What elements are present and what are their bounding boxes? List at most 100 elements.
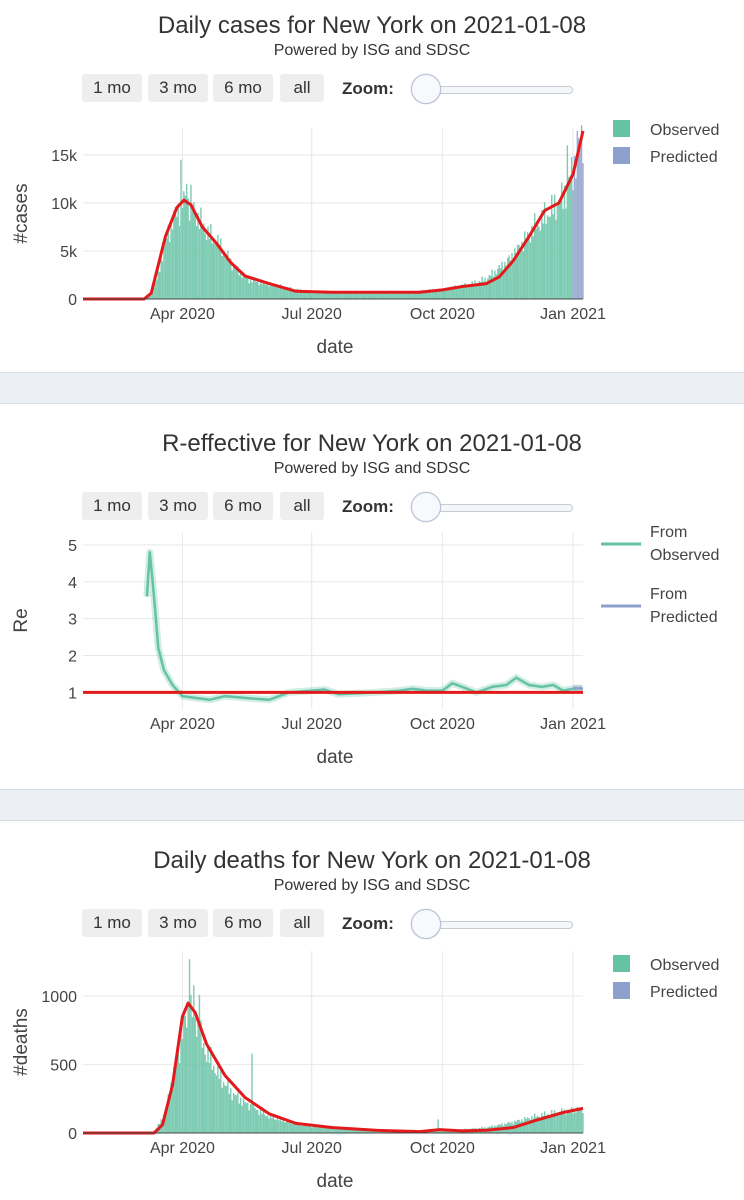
- observed-bar: [560, 1107, 563, 1133]
- observed-bar: [519, 1121, 522, 1133]
- observed-bar: [416, 292, 418, 299]
- observed-bar: [393, 293, 395, 299]
- observed-bar: [318, 1127, 320, 1133]
- observed-bar: [328, 1128, 330, 1133]
- observed-bar: [346, 292, 348, 299]
- chart-title: Daily cases for New York on 2021-01-08: [157, 12, 587, 39]
- observed-bar: [423, 292, 425, 299]
- y-tick-label: 10k: [51, 196, 78, 213]
- observed-bar: [248, 283, 250, 299]
- observed-bar: [569, 175, 571, 299]
- zoom-slider-handle[interactable]: [411, 909, 441, 939]
- zoom-label: Zoom:: [342, 497, 394, 516]
- range-1mo-button[interactable]: 1 mo: [82, 74, 142, 102]
- observed-bar: [444, 1130, 446, 1133]
- observed-bar: [176, 1061, 178, 1133]
- observed-bar: [389, 292, 391, 299]
- observed-bar: [445, 1130, 448, 1133]
- observed-bar: [518, 244, 520, 299]
- observed-bar: [568, 1109, 570, 1133]
- observed-bar: [191, 1016, 194, 1133]
- observed-bar: [445, 288, 448, 299]
- observed-bar: [149, 295, 151, 299]
- observed-bar: [349, 291, 351, 299]
- observed-bar: [414, 291, 417, 299]
- observed-bar: [394, 292, 397, 299]
- zoom-label: Zoom:: [342, 914, 394, 933]
- observed-bar: [322, 1126, 324, 1133]
- observed-bar: [302, 1124, 304, 1133]
- observed-bar: [575, 1112, 577, 1133]
- x-tick-label: Apr 2020: [150, 716, 215, 733]
- observed-bar: [156, 279, 158, 299]
- y-tick-label: 500: [50, 1058, 77, 1075]
- observed-bar: [566, 1109, 569, 1133]
- range-1mo-button[interactable]: 1 mo: [82, 492, 142, 520]
- range-all-button[interactable]: all: [280, 909, 324, 937]
- observed-bar: [532, 1118, 534, 1133]
- range-all-button[interactable]: all: [280, 74, 324, 102]
- zoom-label: Zoom:: [342, 79, 394, 98]
- observed-bar: [560, 182, 563, 299]
- range-3mo-button[interactable]: 3 mo: [148, 909, 208, 937]
- observed-bar: [218, 1078, 221, 1133]
- observed-bar: [339, 291, 341, 299]
- observed-bar: [245, 1103, 248, 1133]
- range-3mo-button[interactable]: 3 mo: [148, 74, 208, 102]
- observed-bar: [541, 210, 543, 299]
- observed-bar: [542, 223, 544, 299]
- observed-line: [145, 551, 582, 702]
- y-tick-label: 1: [68, 685, 77, 702]
- range-1mo-button[interactable]: 1 mo: [82, 909, 142, 937]
- observed-bar: [558, 203, 560, 299]
- observed-bar: [555, 1115, 557, 1133]
- predicted-line: [573, 686, 584, 690]
- observed-bar: [360, 293, 363, 299]
- legend-label-observed: Observed: [650, 122, 719, 139]
- legend-swatch-predicted: [613, 982, 630, 999]
- observed-bar: [222, 1081, 225, 1133]
- observed-bar: [387, 293, 390, 299]
- range-all-button[interactable]: all: [280, 492, 324, 520]
- observed-bar: [340, 1128, 343, 1133]
- observed-bar: [497, 268, 499, 299]
- range-3mo-button[interactable]: 3 mo: [148, 492, 208, 520]
- observed-bar: [328, 293, 330, 299]
- observed-bar: [464, 283, 466, 299]
- range-6mo-button[interactable]: 6 mo: [213, 74, 273, 102]
- observed-bar: [343, 293, 346, 299]
- y-axis-title: #cases: [11, 183, 32, 243]
- observed-bar: [501, 261, 503, 299]
- observed-bar: [222, 250, 225, 299]
- observed-bar: [342, 1127, 344, 1133]
- observed-bar: [357, 1129, 360, 1133]
- x-tick-label: Apr 2020: [150, 1140, 215, 1157]
- observed-bar: [562, 209, 564, 299]
- observed-bar: [541, 1113, 543, 1133]
- observed-bar: [232, 1092, 235, 1133]
- observed-bar: [383, 293, 385, 299]
- zoom-slider-handle[interactable]: [411, 492, 441, 522]
- observed-bar: [502, 271, 505, 299]
- observed-bar: [499, 268, 502, 299]
- observed-bar: [180, 1031, 182, 1133]
- observed-bar: [380, 294, 383, 299]
- observed-bar: [293, 1124, 296, 1133]
- observed-bar: [220, 1069, 222, 1133]
- observed-bar: [504, 261, 506, 299]
- observed-bar: [309, 1125, 311, 1133]
- observed-bar: [539, 1117, 542, 1133]
- zoom-slider-handle[interactable]: [411, 74, 441, 104]
- observed-bar: [516, 244, 519, 299]
- observed-bar: [543, 202, 546, 299]
- observed-bar: [570, 157, 573, 299]
- observed-bar: [336, 292, 338, 299]
- range-6mo-button[interactable]: 6 mo: [213, 909, 273, 937]
- observed-bar: [485, 281, 488, 299]
- observed-bar: [261, 1113, 263, 1133]
- observed-bar: [533, 1113, 536, 1133]
- range-6mo-button[interactable]: 6 mo: [213, 492, 273, 520]
- observed-bar: [367, 292, 370, 299]
- predicted-bar: [582, 163, 584, 299]
- observed-bar: [278, 1120, 280, 1133]
